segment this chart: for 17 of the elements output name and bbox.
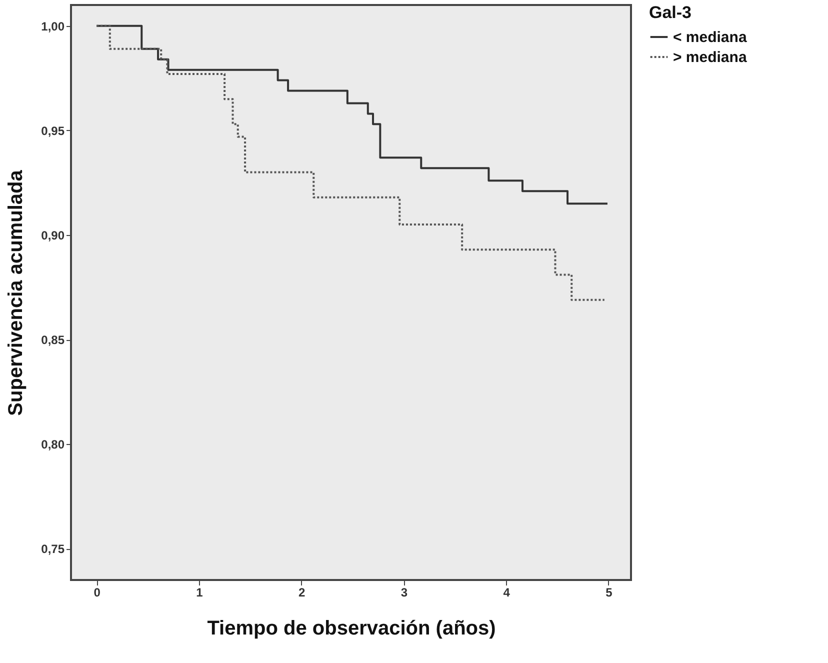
- y-tick-label: 0,85: [41, 333, 65, 348]
- x-tick-label: 4: [503, 586, 510, 600]
- legend-label: > mediana: [673, 49, 748, 66]
- y-tick-label: 0,80: [41, 438, 65, 452]
- y-tick-label: 0,95: [41, 124, 65, 138]
- legend-label: < mediana: [673, 29, 748, 46]
- y-axis-title: Supervivencia acumulada: [5, 169, 28, 416]
- x-tick-label: 5: [606, 586, 613, 600]
- legend-title: Gal-3: [649, 3, 692, 22]
- x-tick-label: 1: [196, 586, 204, 600]
- x-tick-label: 2: [298, 586, 306, 600]
- y-tick-label: 0,90: [41, 228, 65, 242]
- x-tick-label: 3: [400, 586, 408, 600]
- y-tick-label: 1,00: [41, 19, 65, 34]
- x-tick-label: 0: [94, 586, 101, 600]
- y-tick-label: 0,75: [41, 542, 65, 556]
- x-axis-title: Tiempo de observación (años): [207, 618, 496, 640]
